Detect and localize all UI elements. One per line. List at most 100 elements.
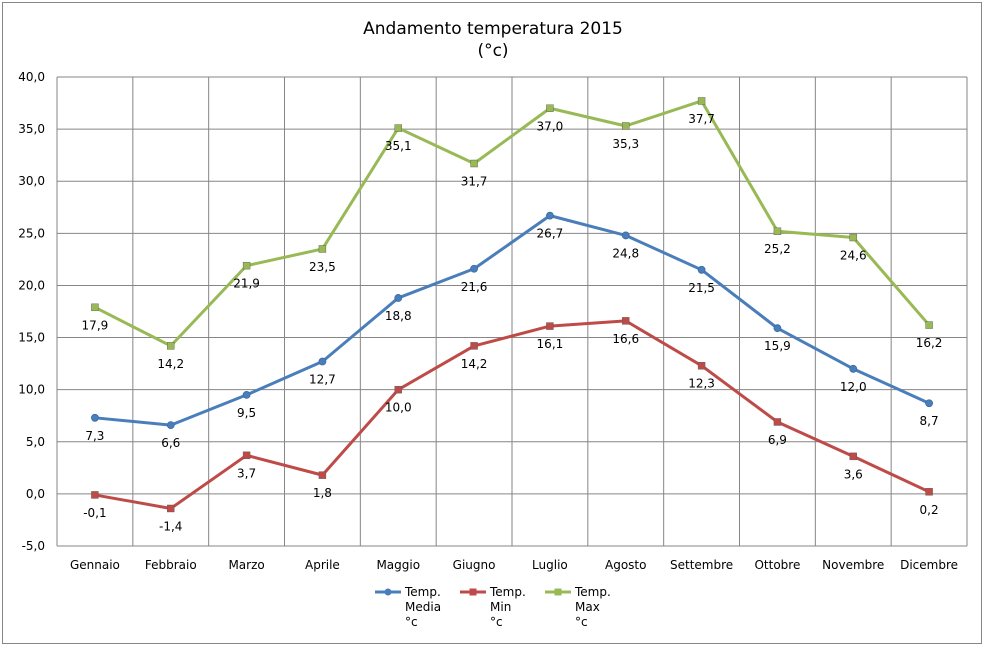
data-point [318,471,327,479]
data-point [394,294,403,302]
data-label: 10,0 [385,401,412,415]
data-label: 31,7 [461,175,488,189]
data-label: 3,7 [237,466,256,480]
data-label: 8,7 [920,414,939,428]
data-point [91,491,99,499]
x-tick-label: Dicembre [900,558,958,572]
data-label: 16,2 [916,336,943,350]
data-point [318,245,327,253]
x-axis-ticks: Gennaio Febbraio Marzo Aprile Maggio Giugno Lu… [70,558,958,572]
y-tick-label: 10,0 [18,383,45,397]
data-label: 12,0 [840,380,867,394]
data-label: 24,8 [612,246,639,260]
data-point [546,104,554,112]
data-label: 3,6 [844,467,863,481]
data-point [697,265,706,274]
x-tick-label: Agosto [605,558,646,572]
data-point [91,303,99,312]
y-tick-label: 0,0 [26,487,45,501]
x-tick-label: Aprile [305,558,340,572]
data-point [167,342,175,350]
x-tick-label: Ottobre [754,558,800,572]
legend-label: °c [405,615,418,629]
data-point [470,264,478,273]
y-tick-label: 5,0 [26,435,45,449]
data-label: 9,5 [237,406,256,420]
series-line [94,99,931,348]
data-label: -1,4 [159,519,182,533]
legend-label: °c [490,615,503,629]
data-label: 1,8 [313,486,332,500]
x-tick-label: Marzo [228,558,264,572]
data-label: 26,7 [537,227,564,241]
data-point [394,385,402,394]
data-point [622,317,630,325]
chart-subtitle: (°c) [477,41,508,61]
data-label: 7,3 [85,429,104,443]
data-point [242,390,251,399]
data-label: 35,3 [612,137,639,151]
data-label: 35,1 [385,139,412,153]
data-label: 24,6 [840,249,867,263]
legend-label: Max [575,600,600,614]
x-tick-label: Giugno [453,558,496,572]
data-point [849,233,857,242]
chart-title: Andamento temperatura 2015 [363,19,623,39]
legend-label: Media [405,600,441,614]
legend-label: °c [575,615,588,629]
legend-label: Temp. [489,585,526,599]
series-line [94,319,930,510]
legend-marker [469,588,477,596]
data-point [546,322,554,330]
data-point [849,452,857,461]
grid [56,76,968,547]
series-lines [91,97,933,513]
data-labels: 7,3 6,6 9,5 12,7 18,8 21,6 26,7 24,8 21,5 15,9 12,… [82,112,943,534]
y-tick-label: 35,0 [18,122,45,136]
x-tick-label: Gennaio [70,558,120,572]
data-label: 12,3 [688,377,715,391]
legend-marker [554,588,562,596]
x-tick-label: Novembre [822,558,884,572]
data-label: 37,7 [688,112,715,126]
data-label: 18,8 [385,309,412,323]
data-label: 16,6 [612,332,639,346]
x-tick-label: Luglio [532,558,568,572]
y-tick-label: 25,0 [18,226,45,240]
data-label: -0,1 [83,506,106,520]
x-tick-label: Maggio [376,558,420,572]
data-point [849,364,858,373]
data-point [773,324,782,333]
data-point [167,504,175,513]
data-point [773,227,782,235]
data-point [697,97,706,105]
data-label: 0,2 [920,503,939,517]
y-tick-label: 15,0 [18,331,45,345]
data-label: 17,9 [82,318,109,332]
data-point [773,418,782,426]
legend-marker [384,588,392,596]
data-label: 23,5 [309,260,336,274]
data-label: 21,6 [461,280,488,294]
data-point [166,421,175,430]
y-axis-ticks: -5,0 0,0 5,0 10,0 15,0 20,0 25,0 30,0 35,0 40,0 [18,70,45,553]
data-label: 6,9 [768,433,787,447]
y-tick-label: 40,0 [18,70,45,84]
x-tick-label: Settembre [670,558,733,572]
data-label: 25,2 [764,242,791,256]
data-point [622,122,630,130]
data-label: 12,7 [309,373,336,387]
legend-label: Min [490,600,511,614]
data-label: 21,5 [688,281,715,295]
data-label: 14,2 [461,357,488,371]
data-label: 37,0 [537,119,564,133]
data-point [546,211,554,220]
x-tick-label: Febbraio [145,558,197,572]
data-point [242,451,251,460]
legend-label: Temp. [404,585,441,599]
data-point [91,413,99,422]
series-line [94,214,930,427]
data-label: 15,9 [764,339,791,353]
